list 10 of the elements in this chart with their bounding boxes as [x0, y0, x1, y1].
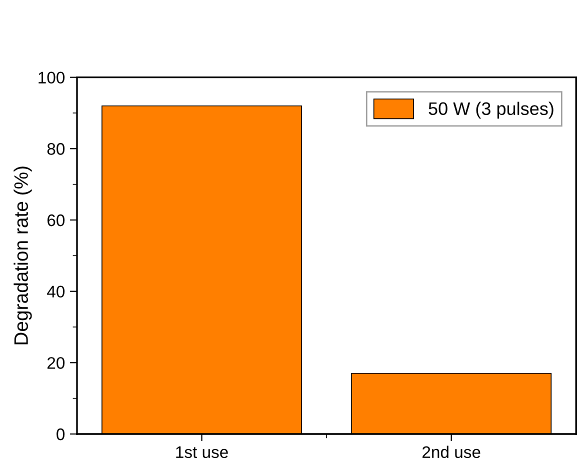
y-tick-label: 60 — [48, 214, 65, 226]
legend-label: 50 W (3 pulses) — [428, 102, 554, 119]
y-axis-title: Degradation rate (%) — [14, 166, 32, 344]
x-tick-label: 2nd use — [422, 446, 480, 458]
x-tick-label: 1st use — [176, 446, 228, 458]
y-tick-label: 100 — [38, 72, 65, 84]
y-tick-label: 80 — [47, 143, 65, 155]
y-tick-label: 0 — [56, 428, 65, 440]
y-tick-label: 40 — [47, 286, 65, 298]
y-tick-label: 20 — [47, 357, 65, 369]
